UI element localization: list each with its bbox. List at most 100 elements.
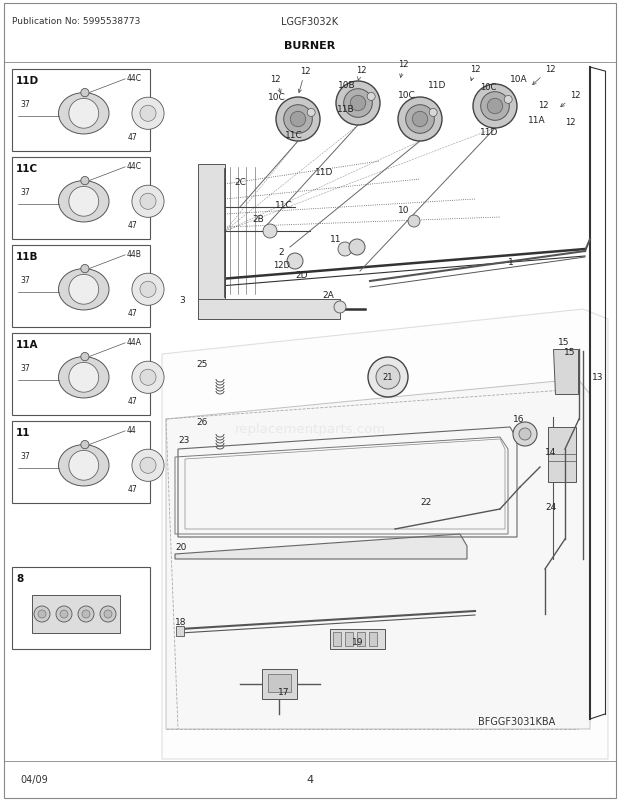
Circle shape (263, 225, 277, 239)
Circle shape (487, 99, 503, 115)
Text: 11D: 11D (315, 168, 334, 176)
Text: 25: 25 (196, 359, 207, 369)
Ellipse shape (58, 181, 109, 223)
Text: 12: 12 (270, 75, 281, 94)
Circle shape (132, 186, 164, 218)
Text: 10C: 10C (398, 91, 416, 100)
Text: 2B: 2B (252, 215, 264, 224)
Text: 11B: 11B (337, 105, 355, 114)
Circle shape (412, 112, 428, 128)
Text: 10A: 10A (510, 75, 528, 84)
Text: 47: 47 (128, 132, 138, 142)
Text: 12: 12 (565, 118, 575, 127)
Bar (32, 595, 120, 634)
Circle shape (473, 85, 517, 129)
Ellipse shape (58, 445, 109, 486)
Text: 11: 11 (16, 427, 30, 437)
Text: BFGGF3031KBA: BFGGF3031KBA (478, 716, 555, 726)
Text: 24: 24 (545, 502, 556, 512)
Circle shape (504, 96, 512, 104)
Text: 2A: 2A (322, 290, 334, 300)
Circle shape (81, 353, 89, 361)
Text: 23: 23 (178, 435, 189, 444)
Circle shape (81, 177, 89, 185)
Text: 16: 16 (513, 415, 525, 423)
Circle shape (78, 606, 94, 622)
Circle shape (140, 106, 156, 122)
Circle shape (140, 458, 156, 474)
Text: 8: 8 (16, 573, 24, 583)
Circle shape (140, 194, 156, 210)
Circle shape (429, 109, 437, 117)
Text: 10C: 10C (480, 83, 497, 92)
Bar (333, 632, 341, 646)
Text: 12: 12 (398, 60, 409, 79)
Circle shape (82, 610, 90, 618)
Text: 10C: 10C (268, 93, 286, 102)
Text: 12: 12 (298, 67, 311, 94)
Text: 12D: 12D (273, 261, 290, 269)
Text: 12: 12 (560, 91, 580, 107)
Circle shape (81, 89, 89, 98)
Text: 37: 37 (20, 363, 30, 372)
Circle shape (132, 450, 164, 482)
Ellipse shape (58, 94, 109, 135)
Text: 37: 37 (20, 276, 30, 285)
Circle shape (367, 93, 375, 101)
Bar (345, 632, 353, 646)
Text: 21: 21 (383, 373, 393, 382)
Circle shape (60, 610, 68, 618)
Circle shape (408, 216, 420, 228)
Circle shape (350, 96, 366, 111)
Text: 11D: 11D (480, 128, 498, 137)
Circle shape (290, 112, 306, 128)
Text: 11D: 11D (16, 76, 39, 86)
Ellipse shape (58, 357, 109, 399)
Polygon shape (166, 379, 590, 729)
Text: 12: 12 (538, 101, 549, 110)
Circle shape (307, 109, 315, 117)
Circle shape (513, 423, 537, 447)
Text: Publication No: 5995538773: Publication No: 5995538773 (12, 18, 140, 26)
Text: 12: 12 (356, 66, 366, 81)
Text: 18: 18 (175, 618, 187, 626)
Circle shape (140, 282, 156, 298)
Circle shape (81, 265, 89, 273)
Text: 37: 37 (20, 188, 30, 196)
Circle shape (343, 90, 372, 118)
Circle shape (519, 428, 531, 440)
Text: 12: 12 (533, 65, 556, 86)
Circle shape (81, 441, 89, 449)
Text: 44C: 44C (126, 74, 141, 83)
Bar (330, 630, 385, 649)
Circle shape (336, 82, 380, 126)
Text: 44C: 44C (126, 161, 141, 171)
Circle shape (69, 451, 99, 480)
Circle shape (69, 99, 99, 129)
Bar (12, 70, 150, 152)
Polygon shape (175, 534, 467, 559)
Text: 22: 22 (420, 497, 432, 506)
Circle shape (349, 240, 365, 256)
Text: 04/09: 04/09 (20, 774, 48, 784)
Circle shape (69, 275, 99, 305)
Bar (268, 674, 291, 692)
Text: 47: 47 (128, 396, 138, 405)
Text: 4: 4 (306, 774, 314, 784)
Text: 11D: 11D (428, 81, 446, 90)
Circle shape (338, 243, 352, 257)
Circle shape (56, 606, 72, 622)
Text: 26: 26 (196, 418, 207, 427)
Text: 2: 2 (278, 248, 283, 257)
Circle shape (405, 106, 434, 134)
Circle shape (69, 187, 99, 217)
Text: 11: 11 (330, 235, 342, 244)
Bar (369, 632, 377, 646)
Circle shape (334, 302, 346, 314)
Bar (12, 422, 150, 504)
Circle shape (132, 362, 164, 394)
Text: 14: 14 (545, 448, 556, 456)
Text: 15: 15 (564, 347, 575, 357)
Bar (12, 567, 150, 649)
Polygon shape (162, 310, 608, 759)
